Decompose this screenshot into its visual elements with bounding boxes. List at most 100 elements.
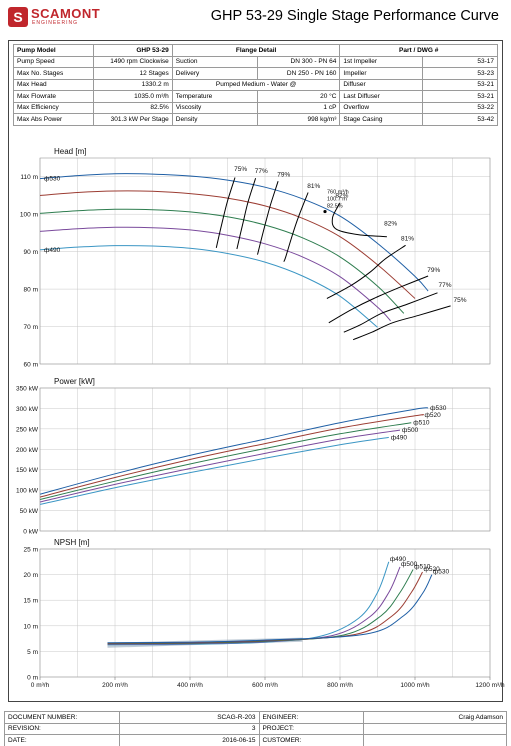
npsh-chart: 25 m 20 m 15 m 10 m 5 m 0 m NPSH [m] 0 m³/h 200 …	[24, 538, 505, 689]
table-row: DOCUMENT NUMBER: SCAG-R-203 ENGINEER: Cr…	[4, 711, 507, 724]
flange-value: DN 250 - PN 160	[256, 67, 341, 80]
efficiency-contour-line	[328, 275, 429, 324]
spec-label: Max Head	[13, 78, 94, 91]
footer-label: DATE:	[4, 734, 120, 746]
efficiency-label: 75%	[234, 166, 247, 173]
power-curve-line	[39, 429, 401, 503]
efficiency-label: 81%	[307, 183, 320, 190]
part-value: 53-17	[422, 55, 498, 68]
part-value: 53-42	[422, 113, 498, 126]
x-tick-label: 400 m³/h	[177, 682, 203, 689]
spec-label: Max Flowrate	[13, 90, 94, 103]
spec-label: Pump Model	[13, 44, 94, 57]
footer-value: 2016-06-15	[118, 734, 260, 746]
series-label: ф490	[390, 556, 407, 563]
spec-label: Max Efficiency	[13, 101, 94, 114]
efficiency-label: 79%	[427, 267, 440, 274]
x-tick-label: 1000 m³/h	[400, 682, 430, 689]
chart-frame	[8, 40, 503, 702]
efficiency-contour-line	[343, 292, 438, 333]
logo-mark-icon	[8, 7, 28, 27]
series-label: ф500	[401, 561, 418, 568]
efficiency-label: 81%	[401, 235, 414, 242]
footer-value: Craig Adamson	[363, 711, 507, 724]
y-tick-label: 250 kW	[16, 426, 39, 433]
y-tick-label: 0 kW	[23, 529, 39, 536]
medium-header: Pumped Medium - Water @	[171, 78, 341, 91]
footer-value	[363, 734, 507, 746]
efficiency-contour-line	[326, 244, 406, 299]
y-tick-label: 100 m	[20, 212, 38, 219]
spec-value: 301.3 kW Per Stage	[92, 113, 173, 126]
y-tick-label: 50 kW	[20, 508, 39, 515]
x-tick-label: 0 m³/h	[31, 682, 50, 689]
logo-name: SCAMONT	[31, 6, 101, 21]
table-row: Max Head 1330.2 m Pumped Medium - Water …	[13, 78, 498, 91]
spec-value: 12 Stages	[92, 67, 173, 80]
efficiency-label: 79%	[277, 172, 290, 179]
footer-label: REVISION:	[4, 722, 120, 735]
medium-value: 1 cP	[256, 101, 341, 114]
series-label: ф510	[413, 420, 430, 427]
y-tick-label: 60 m	[24, 362, 38, 369]
npsh-curve-line	[107, 569, 414, 645]
y-tick-label: 80 m	[24, 287, 38, 294]
series-label: ф520	[424, 566, 441, 573]
spec-value: GHP 53-29	[92, 44, 173, 57]
table-row: Max No. Stages 12 Stages Delivery DN 250…	[13, 67, 498, 80]
npsh-curve-line	[107, 566, 401, 645]
bep-label: 760 m³/h	[327, 190, 349, 196]
part-label: Diffuser	[339, 78, 424, 91]
y-tick-label: 300 kW	[16, 406, 39, 413]
footer-label: PROJECT:	[258, 722, 365, 735]
efficiency-label: 82%	[335, 192, 348, 199]
efficiency-contour-line	[331, 202, 387, 238]
part-label: Stage Casing	[339, 113, 424, 126]
head-curve-line	[39, 173, 429, 292]
flange-label: Delivery	[171, 67, 258, 80]
series-label: ф490	[44, 247, 61, 254]
footer-label: DOCUMENT NUMBER:	[4, 711, 120, 724]
efficiency-contour-line	[283, 192, 309, 262]
chart-title: Power [kW]	[54, 377, 95, 386]
efficiency-label: 75%	[453, 297, 466, 304]
spec-value: 1490 rpm Clockwise	[92, 55, 173, 68]
x-tick-label: 200 m³/h	[102, 682, 128, 689]
efficiency-contour-line	[236, 178, 257, 250]
head-chart: 110 m 100 m 90 m 80 m 70 m 60 m Head [m] ф530 ф4…	[20, 147, 491, 369]
spec-value: 82.5%	[92, 101, 173, 114]
table-row: Pump Speed 1490 rpm Clockwise Suction DN…	[13, 55, 498, 68]
part-value: 53-22	[422, 101, 498, 114]
plot-area	[39, 387, 491, 532]
npsh-curve-line	[107, 561, 390, 646]
part-value: 53-21	[422, 90, 498, 103]
footer-value: 3	[118, 722, 260, 735]
y-tick-label: 150 kW	[16, 467, 39, 474]
footer-label: CUSTOMER:	[258, 734, 365, 746]
medium-label: Density	[171, 113, 258, 126]
logo-s-glyph: S	[13, 9, 23, 25]
bep-label: 82.5%	[327, 204, 343, 210]
series-label: ф530	[430, 405, 447, 412]
spec-label: Pump Speed	[13, 55, 94, 68]
power-curve-line	[39, 407, 429, 495]
company-logo: S SCAMONT ENGINEERING	[8, 6, 108, 28]
part-value: 53-21	[422, 78, 498, 91]
table-row: Pump Model GHP 53-29 Flange Detail Part …	[13, 44, 498, 57]
table-row: Max Flowrate 1035.0 m³/h Temperature 20 …	[13, 90, 498, 103]
x-tick-label: 1200 m³/h	[475, 682, 505, 689]
efficiency-contour-line	[257, 181, 279, 255]
efficiency-contour-line	[215, 177, 236, 249]
flange-header: Flange Detail	[171, 44, 341, 57]
x-tick-label: 600 m³/h	[252, 682, 278, 689]
y-tick-label: 70 m	[24, 324, 38, 331]
power-curve-line	[39, 436, 389, 505]
medium-value: 20 °C	[256, 90, 341, 103]
flange-label: Suction	[171, 55, 258, 68]
part-label: Last Diffuser	[339, 90, 424, 103]
footer-value: SCAG-R-203	[118, 711, 260, 724]
y-tick-label: 20 m	[24, 572, 38, 579]
series-label: ф490	[391, 434, 408, 441]
y-tick-label: 200 kW	[16, 447, 39, 454]
y-tick-label: 25 m	[24, 547, 38, 554]
